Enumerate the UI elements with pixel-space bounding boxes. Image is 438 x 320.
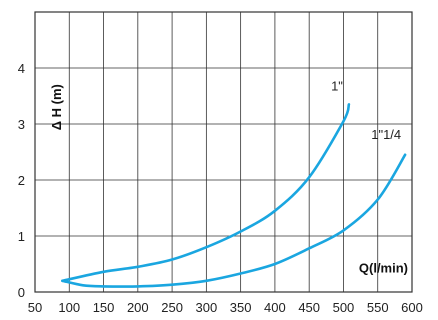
y-tick-label: 0 [18,285,25,300]
series-label: 1" [331,78,343,93]
x-tick-label: 400 [264,300,286,315]
y-tick-label: 2 [18,173,25,188]
y-tick-labels: 0 1 2 3 4 [18,61,25,300]
series-layer [61,103,407,288]
series-line [61,153,407,288]
x-tick-label: 550 [367,300,389,315]
x-tick-label: 250 [161,300,183,315]
x-tick-label: 300 [196,300,218,315]
x-tick-label: 450 [298,300,320,315]
series-label: 1"1/4 [371,127,401,142]
series-labels: 1" 1"1/4 [331,78,401,141]
x-tick-label: 150 [93,300,115,315]
y-tick-label: 4 [18,61,25,76]
x-tick-label: 100 [58,300,80,315]
x-tick-label: 50 [28,300,42,315]
grid [35,12,412,292]
x-tick-label: 500 [333,300,355,315]
y-tick-label: 1 [18,229,25,244]
x-axis-label: Q(l/min) [359,260,408,275]
y-tick-label: 3 [18,117,25,132]
x-tick-label: 600 [401,300,423,315]
series-line [61,103,351,283]
x-tick-labels: 50 100 150 200 250 300 350 400 450 500 550 600 [28,300,423,315]
x-tick-label: 200 [127,300,149,315]
y-axis-label: Δ H (m) [49,84,64,130]
plot-frame [34,11,413,293]
x-tick-label: 350 [230,300,252,315]
